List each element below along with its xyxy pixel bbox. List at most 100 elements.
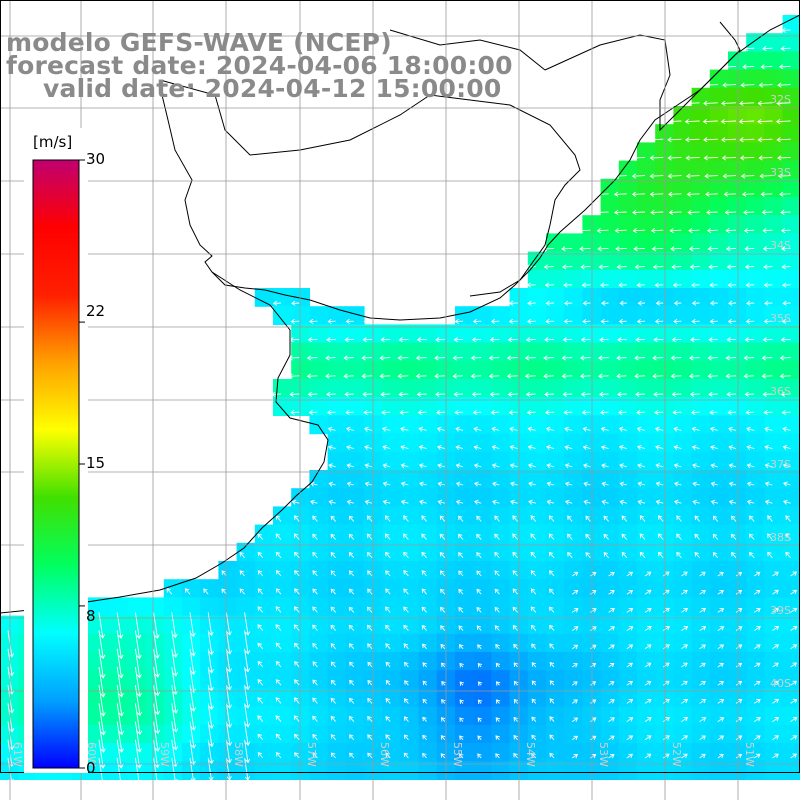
wind-cell xyxy=(254,743,274,762)
wind-arrow xyxy=(590,663,597,668)
wind-arrow xyxy=(530,624,537,631)
wind-arrow xyxy=(349,679,355,686)
wind-arrow xyxy=(626,699,634,704)
wind-cell xyxy=(564,724,583,744)
wind-arrow xyxy=(717,699,725,704)
wind-arrow xyxy=(439,551,446,559)
wind-arrow xyxy=(585,552,591,559)
wind-arrow xyxy=(764,426,773,432)
wind-cell xyxy=(127,615,147,635)
wind-arrow xyxy=(567,551,573,559)
wind-cell xyxy=(691,633,711,653)
wind-arrow xyxy=(346,445,354,451)
wind-cell xyxy=(764,379,784,398)
wind-arrow xyxy=(598,355,609,361)
wind-arrow xyxy=(381,318,391,324)
wind-arrow xyxy=(699,589,706,595)
wind-arrow xyxy=(761,209,773,215)
wind-cell xyxy=(455,306,474,325)
wind-arrow xyxy=(681,753,688,759)
wind-cell xyxy=(418,633,438,653)
wind-arrow xyxy=(703,137,718,143)
coastline-segment xyxy=(544,14,800,132)
wind-arrow xyxy=(257,588,264,595)
wind-arrow xyxy=(257,551,264,559)
wind-arrow xyxy=(348,716,355,722)
wind-arrow xyxy=(735,571,743,577)
wind-cell xyxy=(254,706,274,726)
wind-cell xyxy=(782,724,800,744)
wind-cell xyxy=(473,579,492,598)
wind-cell xyxy=(418,761,438,780)
wind-cell xyxy=(746,69,765,89)
wind-arrow xyxy=(494,515,500,522)
wind-cell xyxy=(673,342,693,362)
wind-arrow xyxy=(722,82,737,88)
wind-arrow xyxy=(508,318,518,324)
wind-cell xyxy=(491,688,511,708)
wind-arrow xyxy=(590,571,597,577)
wind-arrow xyxy=(699,699,707,704)
wind-cell xyxy=(709,251,729,271)
wind-cell xyxy=(309,506,329,526)
wind-cell xyxy=(600,233,620,253)
wind-cell xyxy=(527,524,547,544)
wind-arrow xyxy=(239,570,245,577)
wind-arrow xyxy=(649,191,664,197)
wind-cell xyxy=(673,124,693,143)
wind-cell xyxy=(728,197,747,216)
wind-arrow xyxy=(98,648,106,679)
wind-arrow xyxy=(512,624,518,631)
wind-arrow xyxy=(681,644,688,650)
wind-cell xyxy=(618,397,638,416)
wind-cell xyxy=(746,106,765,125)
wind-cell xyxy=(309,360,329,380)
wind-arrow xyxy=(453,337,464,343)
wind-arrow xyxy=(616,373,627,379)
wind-arrow xyxy=(275,679,282,686)
wind-arrow xyxy=(686,191,700,197)
wind-cell xyxy=(564,524,583,544)
wind-cell xyxy=(182,724,201,744)
wind-arrow xyxy=(488,373,500,379)
wind-cell xyxy=(546,761,565,780)
wind-cell xyxy=(327,433,347,453)
wind-arrow xyxy=(291,499,300,505)
wind-cell xyxy=(182,688,201,708)
wind-cell xyxy=(746,506,765,526)
wind-cell xyxy=(327,470,347,489)
wind-arrow xyxy=(510,499,518,505)
wind-cell xyxy=(709,524,729,544)
wind-arrow xyxy=(293,697,300,704)
wind-arrow xyxy=(662,735,670,741)
wind-cell xyxy=(600,488,620,507)
wind-arrow xyxy=(385,734,391,741)
wind-cell xyxy=(618,160,638,180)
wind-arrow xyxy=(782,300,791,306)
wind-arrow xyxy=(330,606,336,613)
wind-arrow xyxy=(189,666,196,694)
wind-arrow xyxy=(453,391,464,397)
wind-arrow xyxy=(546,444,555,450)
wind-arrow xyxy=(116,630,124,660)
wind-arrow xyxy=(762,227,773,234)
wind-arrow xyxy=(616,355,627,361)
wind-arrow xyxy=(476,552,482,559)
wind-arrow xyxy=(636,282,646,288)
wind-cell xyxy=(709,197,729,216)
wind-cell xyxy=(546,615,565,635)
wind-arrow xyxy=(312,551,318,559)
wind-cell xyxy=(691,324,711,344)
wind-arrow xyxy=(310,499,318,505)
wind-arrow xyxy=(225,685,232,709)
wind-arrow xyxy=(531,698,537,704)
wind-arrow xyxy=(691,300,700,306)
wind-cell xyxy=(746,215,765,234)
wind-cell xyxy=(746,342,765,362)
wind-arrow xyxy=(753,698,761,704)
wind-cell xyxy=(618,470,638,489)
wind-cell xyxy=(327,706,347,726)
wind-cell xyxy=(546,633,565,653)
wind-cell xyxy=(728,615,747,635)
wind-arrow xyxy=(524,355,536,361)
